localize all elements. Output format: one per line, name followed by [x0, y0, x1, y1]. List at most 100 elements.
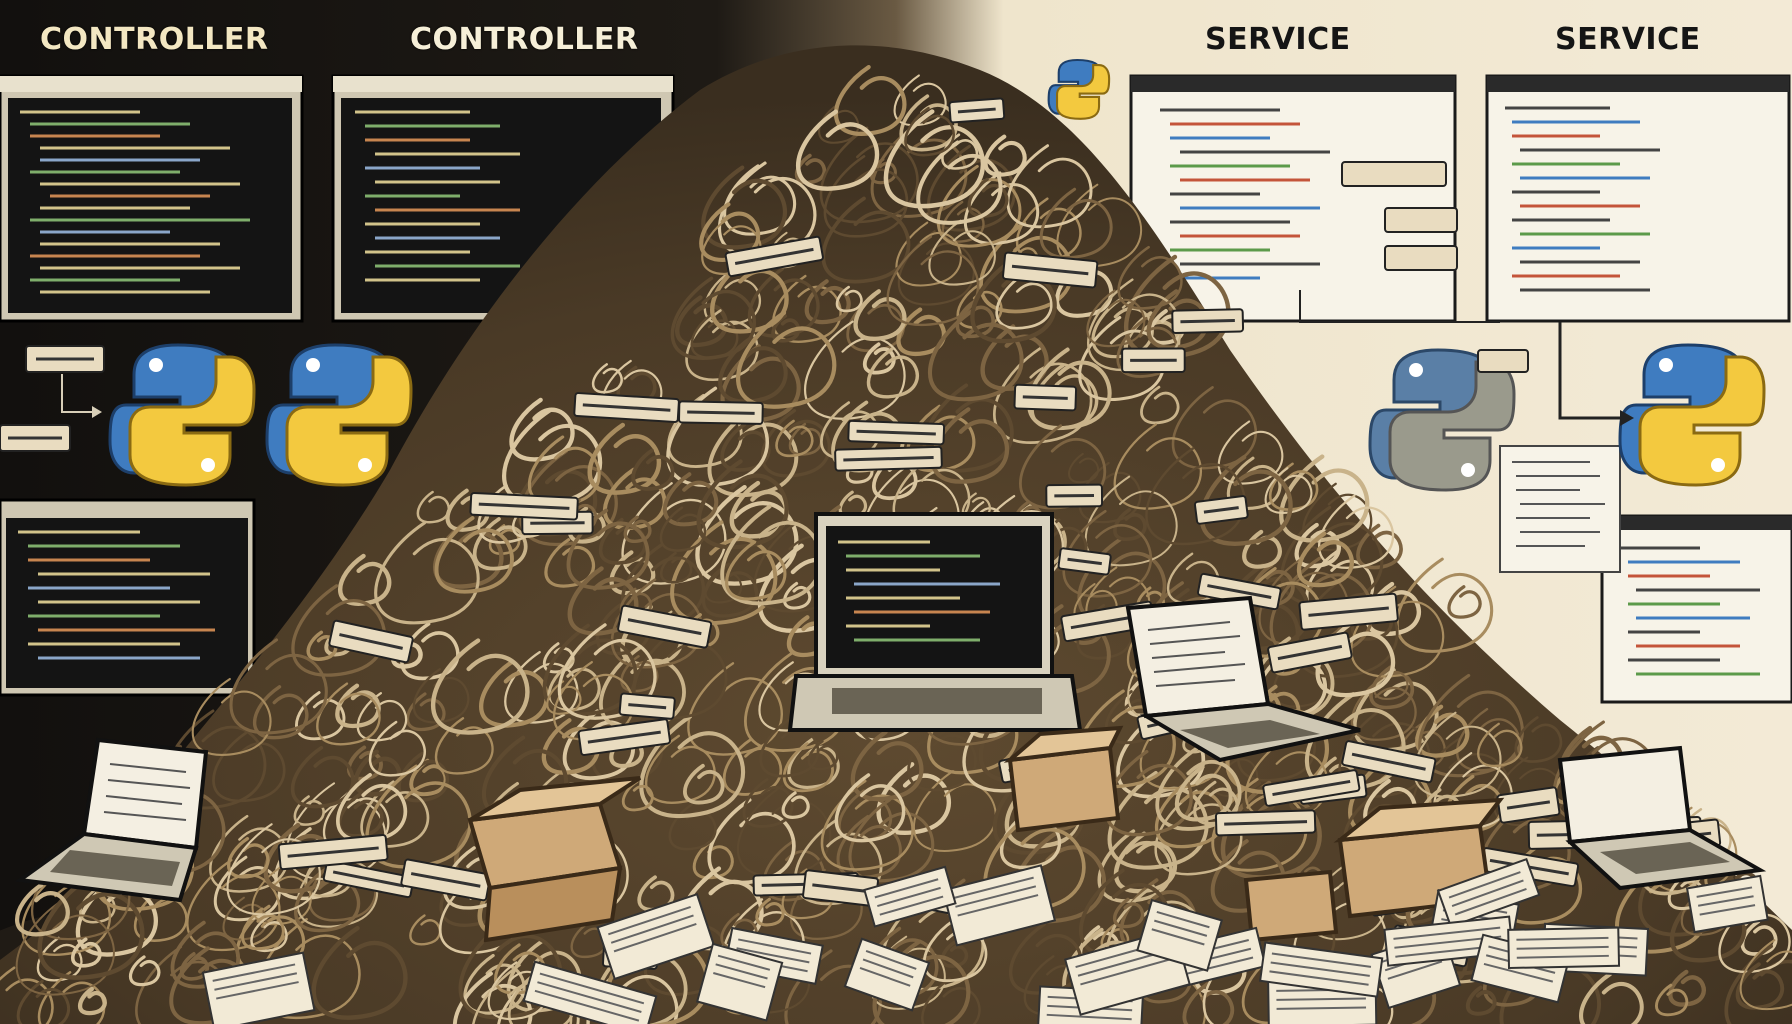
wire-loop — [660, 551, 693, 584]
wire-loop — [547, 659, 601, 712]
cardboard-box-icon — [1003, 725, 1124, 833]
wire-loop — [723, 164, 797, 236]
wire-loop — [1182, 982, 1234, 1024]
wire-loop — [645, 734, 716, 804]
wire-loop — [1279, 454, 1370, 543]
label-tag-icon — [948, 97, 1006, 124]
wire-loop — [631, 448, 675, 491]
wire-loop — [704, 566, 743, 604]
wire-loop — [1145, 447, 1246, 545]
wire-loop — [353, 749, 402, 797]
wire-loop — [1242, 529, 1282, 569]
wire-loop — [1113, 423, 1203, 510]
paper-document-icon — [863, 865, 957, 928]
wire-loop — [311, 925, 408, 1020]
wire-loop — [1418, 673, 1524, 777]
wire-loop — [251, 866, 312, 926]
label-tag-icon — [573, 392, 680, 423]
laptop-icon — [1557, 745, 1767, 891]
wire-loop — [1113, 508, 1147, 542]
wire-loop — [928, 219, 996, 286]
wire-loop — [209, 814, 289, 893]
wire-loop — [1477, 722, 1523, 768]
label-tag-icon — [1267, 631, 1353, 674]
wire-loop — [222, 896, 268, 941]
wire-loop — [834, 64, 907, 136]
label-tag-icon — [1262, 769, 1361, 807]
wire-loop — [782, 742, 834, 793]
wire-loop — [509, 397, 575, 462]
label-tag-icon — [1298, 592, 1399, 631]
wire-loop — [1112, 897, 1145, 929]
label-tag-icon — [577, 718, 671, 756]
wire-loop — [1140, 385, 1180, 425]
wire-loop — [479, 659, 549, 728]
wire-loop — [360, 780, 430, 848]
wire-loop — [1146, 289, 1209, 350]
label-tag-icon — [1057, 547, 1112, 576]
wire-loop — [725, 540, 787, 601]
wire-loop — [405, 692, 446, 732]
label-tag-icon — [1013, 383, 1078, 412]
wire-loop — [368, 720, 426, 777]
wire-loop — [623, 515, 652, 543]
wire-loop — [775, 419, 814, 458]
wire-loop — [212, 730, 286, 803]
python-logo-icon — [1368, 348, 1516, 492]
wire-loop — [544, 538, 595, 588]
label-tag-icon — [678, 400, 764, 425]
paper-document-icon — [1259, 941, 1384, 998]
wire-loop — [834, 773, 906, 843]
wire-loop — [1039, 187, 1113, 259]
label-tag-icon — [1171, 308, 1245, 334]
wire-loop — [670, 276, 756, 360]
wire-loop — [835, 285, 863, 313]
wire-loop — [290, 745, 355, 809]
wire-loop — [853, 289, 907, 342]
wire-loop — [1217, 420, 1284, 485]
wire-loop — [229, 638, 328, 735]
wire-loop — [179, 952, 209, 981]
python-logo-icon — [1618, 343, 1766, 487]
wire-loop — [291, 584, 387, 677]
paper-document-icon — [1685, 874, 1769, 934]
wire-loop — [787, 737, 840, 789]
wire-loop — [335, 683, 381, 729]
wire-loop — [821, 196, 911, 284]
label-tag-icon — [25, 345, 105, 373]
wire-loop — [1350, 585, 1445, 678]
wire-loop — [587, 422, 662, 495]
wire-loop — [1006, 144, 1093, 229]
paper-document-icon — [201, 951, 316, 1024]
wire-loop — [941, 200, 985, 243]
wire-loop — [1655, 983, 1689, 1017]
label-tag-icon — [847, 419, 946, 446]
wire-loop — [1465, 985, 1497, 1016]
wire-loop — [592, 363, 623, 394]
wire-loop — [70, 937, 102, 968]
wire-loop — [253, 685, 309, 740]
wire-loop — [542, 623, 638, 717]
wire-loop — [762, 840, 825, 902]
label-tag-icon — [1214, 809, 1317, 837]
wire-loop — [836, 815, 902, 879]
wire-loop — [893, 74, 947, 127]
python-logo-icon — [108, 343, 256, 487]
paper-document-icon — [1507, 926, 1621, 970]
label-tag-icon — [1193, 495, 1249, 525]
wire-loop — [983, 134, 1027, 177]
wire-loop — [883, 109, 985, 209]
wire-loop — [356, 692, 408, 742]
wire-loop — [804, 320, 906, 420]
wire-loop — [823, 155, 909, 238]
wire-loop — [431, 638, 530, 735]
wire-loop — [1668, 969, 1706, 1007]
wire-loop — [771, 314, 801, 343]
wire-loop — [928, 307, 1024, 402]
wire-loop — [1174, 764, 1233, 822]
wire-loop — [0, 966, 54, 1024]
wire-loop — [1447, 585, 1482, 619]
wire-loop — [1199, 454, 1293, 546]
label-tag-icon — [0, 424, 71, 452]
paper-document-icon — [522, 960, 658, 1024]
